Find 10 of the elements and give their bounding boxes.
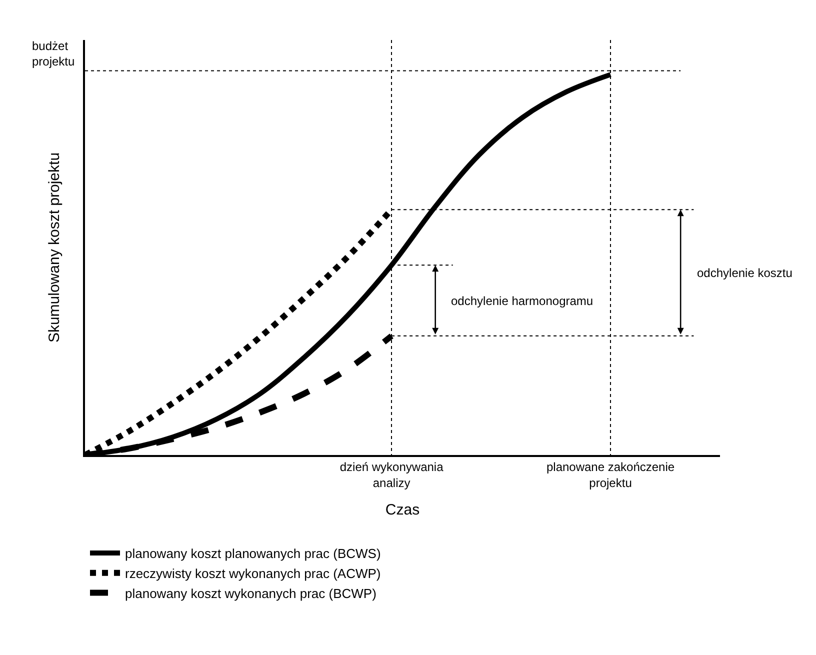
- ref-line-label: budżet projektu: [32, 39, 75, 69]
- legend-label: planowany koszt wykonanych prac (BCWP): [125, 586, 376, 601]
- x-tick-label: dzień wykonywania analizy: [340, 460, 444, 490]
- y-axis-title: Skumulowany koszt projektu: [46, 152, 63, 343]
- legend-label: planowany koszt planowanych prac (BCWS): [125, 546, 381, 562]
- x-tick-label: planowane zakończenie projektu: [546, 460, 675, 490]
- annotation: odchylenie harmonogramu: [451, 294, 594, 308]
- legend-label: rzeczywisty koszt wykonanych prac (ACWP): [125, 566, 381, 581]
- x-axis-title: Czas: [385, 501, 420, 518]
- annotation: odchylenie kosztu: [697, 266, 792, 280]
